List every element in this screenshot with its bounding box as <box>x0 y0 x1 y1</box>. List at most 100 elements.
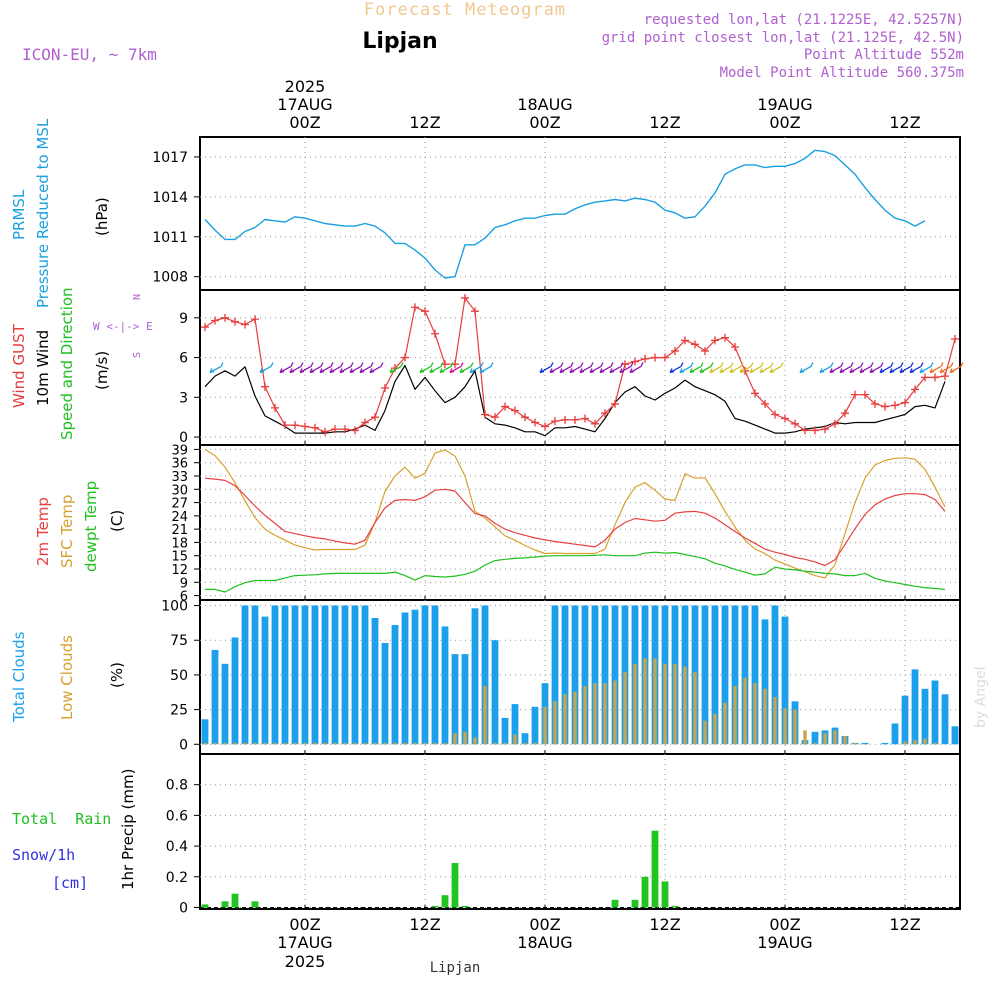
rain-bar <box>231 893 239 908</box>
low-cloud-bar <box>483 686 487 745</box>
t2m-label: 2m Temp <box>34 497 52 566</box>
time-top-date: 18AUG <box>517 95 572 114</box>
gust-marker <box>511 406 519 415</box>
gust-marker <box>731 342 739 351</box>
wind-arrow-shaft <box>469 362 484 374</box>
time-top-date: 17AUG <box>277 95 332 114</box>
wind-arrow-shaft <box>329 362 344 374</box>
prmsl-label: PRMSL <box>10 189 28 240</box>
low-cloud-bar <box>613 680 617 745</box>
model-label: ICON-EU, ~ 7km <box>22 45 157 64</box>
snow-unit-label: [cm] <box>52 874 88 892</box>
low-cloud-bar <box>363 742 367 745</box>
y-tick-label: 75 <box>170 633 188 649</box>
gust-marker <box>221 313 229 322</box>
total-cloud-bar <box>401 612 409 745</box>
low-cloud-bar <box>323 742 327 745</box>
gust-marker <box>371 413 379 422</box>
total-cloud-bar <box>281 605 289 745</box>
low-cloud-bar <box>533 742 537 745</box>
gust-marker <box>461 293 469 302</box>
wind-arrow-shaft <box>209 362 224 374</box>
total-cloud-bar <box>951 726 959 745</box>
wind-arrow <box>279 362 294 374</box>
low-cloud-bar <box>603 683 607 745</box>
wind-arrow <box>339 362 354 374</box>
wind-arrow <box>679 362 694 374</box>
wind-arrow-shaft <box>909 362 924 374</box>
wind-arrow-shaft <box>819 362 834 374</box>
low-cloud-bar <box>303 742 307 745</box>
wind-10m-label: 10m Wind <box>34 330 52 406</box>
low-cloud-bar <box>403 742 407 745</box>
wind-gust-label: Wind GUST <box>10 323 28 408</box>
low-cloud-bar <box>383 742 387 745</box>
gust-marker <box>211 316 219 325</box>
gust-marker <box>591 419 599 428</box>
watermark: by Angel <box>973 667 989 728</box>
total-cloud-bar <box>331 605 339 745</box>
gust-marker <box>271 403 279 412</box>
wind-arrow-shaft <box>629 362 644 374</box>
rain-bar <box>631 899 639 908</box>
rain-bar <box>651 830 659 908</box>
cloud-labels: Total Clouds Low Clouds (%) <box>10 631 126 723</box>
wind-arrow <box>389 362 404 374</box>
gust-marker <box>431 329 439 338</box>
total-cloud-bar <box>521 733 529 745</box>
total-cloud-bar <box>531 706 539 745</box>
wind-arrow <box>589 362 604 374</box>
total-cloud-bar <box>701 605 709 745</box>
time-bottom-date: 17AUG <box>277 933 332 952</box>
low-cloud-bar <box>683 666 687 745</box>
wind-arrow-shaft <box>679 362 694 374</box>
top-title: Forecast Meteogram <box>364 0 566 20</box>
wind-arrow-shaft <box>289 362 304 374</box>
gust-marker <box>641 354 649 363</box>
total-cloud-bar <box>891 723 899 745</box>
gust-marker <box>381 384 389 393</box>
wind-arrow-shaft <box>589 362 604 374</box>
wind-arrow-shaft <box>739 362 754 374</box>
low-cloud-bar <box>653 658 657 745</box>
total-cloud-bar <box>441 626 449 745</box>
gust-marker <box>351 426 359 435</box>
wind-arrow-shaft <box>919 362 934 374</box>
wind-arrow <box>879 362 894 374</box>
gust-marker <box>261 382 269 391</box>
compass-s: S <box>132 352 143 358</box>
wind-arrow <box>939 362 954 374</box>
gust-marker <box>231 317 239 326</box>
wind-arrow-shaft <box>949 362 964 374</box>
wind-arrow <box>759 362 774 374</box>
wind-arrow <box>579 362 594 374</box>
gust-marker <box>331 425 339 434</box>
rain-bar <box>451 863 459 908</box>
gust-marker <box>421 307 429 316</box>
wind-arrow-shaft <box>449 362 464 374</box>
y-tick-label: 1011 <box>152 230 188 246</box>
wind-arrow-shaft <box>359 362 374 374</box>
low-clouds-label: Low Clouds <box>58 635 76 720</box>
wind-arrow-shaft <box>259 362 274 374</box>
gust-marker <box>601 409 609 418</box>
pressure-labels: PRMSL Pressure Reduced to MSL (hPa) <box>10 118 111 308</box>
t2m-line <box>204 477 946 567</box>
rain-bar <box>441 895 449 908</box>
wind-arrow-shaft <box>279 362 294 374</box>
gust-marker <box>751 389 759 398</box>
y-tick-labels: 1008101110141017036969121518212427303336… <box>152 150 188 917</box>
wind-arrow <box>449 362 464 374</box>
time-bottom-hour: 12Z <box>409 915 440 934</box>
wind-arrow <box>349 362 364 374</box>
total-cloud-bar <box>201 719 209 745</box>
gust-marker <box>891 401 899 410</box>
gust-marker <box>661 353 669 362</box>
wind-arrow-shaft <box>299 362 314 374</box>
gust-marker <box>811 426 819 435</box>
wind-arrow-shaft <box>459 362 474 374</box>
wind-arrow <box>289 362 304 374</box>
wind-arrow-shaft <box>539 362 554 374</box>
time-top-hour: 12Z <box>649 113 680 132</box>
y-tick-label: 33 <box>171 470 188 485</box>
